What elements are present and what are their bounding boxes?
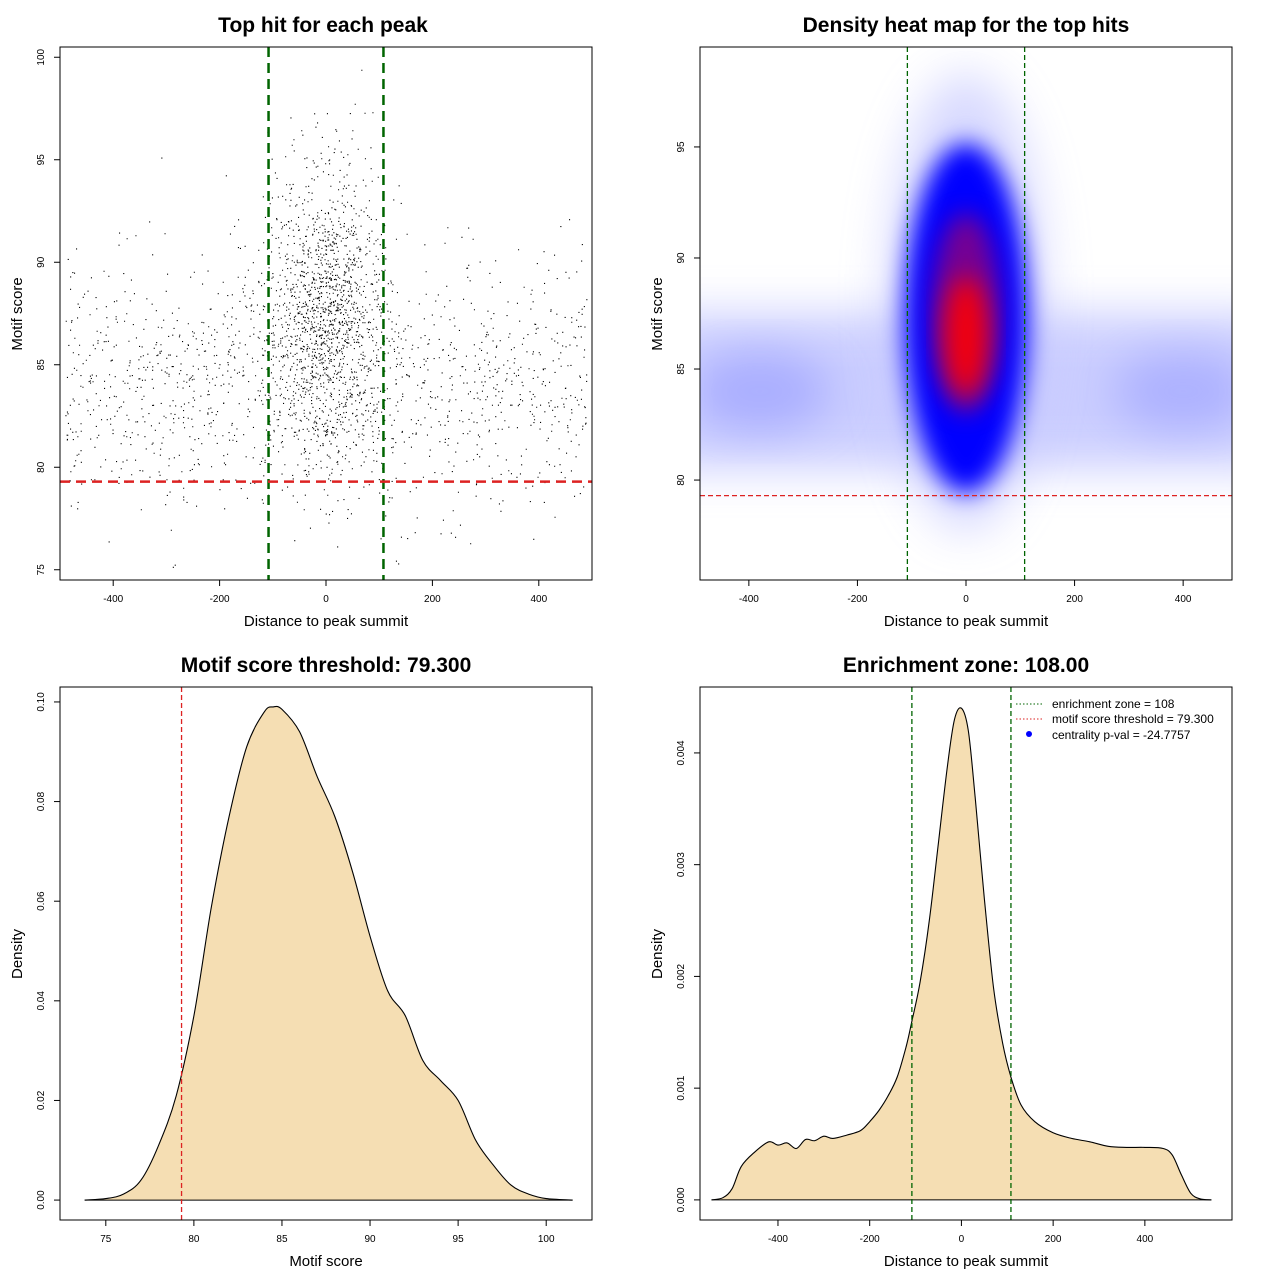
y-tick-label: 85: [36, 359, 47, 371]
y-tick-label: 100: [36, 48, 47, 65]
y-axis-label: Density: [649, 928, 666, 979]
y-tick-label: 0.10: [36, 692, 47, 712]
density-fill: [711, 707, 1212, 1200]
scatter-points: [65, 69, 588, 568]
x-tick-label: 100: [538, 1234, 555, 1245]
y-tick-label: 0.000: [676, 1187, 687, 1212]
reference-lines: [911, 687, 1012, 1220]
y-tick-label: 90: [36, 256, 47, 268]
x-tick-label: -400: [103, 594, 123, 605]
x-tick-label: -200: [860, 1234, 880, 1245]
y-axis-label: Motif score: [649, 277, 666, 350]
motif-score-density-panel: Motif score threshold: 79.300 Motif scor…: [9, 654, 593, 1270]
legend-entry: motif score threshold = 79.300: [1052, 712, 1214, 726]
legend: enrichment zone = 108 motif score thresh…: [1016, 697, 1214, 742]
y-tick-label: 0.02: [36, 1090, 47, 1110]
axis-ticks: -400 -200 0 200 400 75 80 85 90 95 100: [36, 48, 548, 605]
density-curve: [84, 705, 573, 1201]
y-tick-label: 0.002: [676, 963, 687, 988]
y-axis-label: Density: [9, 928, 26, 979]
x-tick-label: 200: [424, 594, 441, 605]
heatmap-blob: [700, 351, 830, 432]
x-tick-label: 0: [959, 1234, 965, 1245]
y-tick-label: 0.04: [36, 991, 47, 1011]
x-tick-label: 0: [323, 594, 329, 605]
plot-frame: [59, 686, 593, 1221]
y-tick-label: 95: [36, 154, 47, 166]
x-tick-label: 90: [364, 1234, 376, 1245]
chart-title: Density heat map for the top hits: [803, 14, 1130, 37]
y-tick-label: 80: [36, 461, 47, 473]
y-tick-label: 80: [676, 474, 687, 486]
plot-frame: [699, 46, 1233, 581]
x-tick-label: -200: [210, 594, 230, 605]
x-tick-label: -400: [739, 594, 759, 605]
y-tick-label: 0.08: [36, 791, 47, 811]
y-tick-label: 75: [36, 564, 47, 576]
density-curve: [711, 707, 1212, 1201]
x-tick-label: 400: [1137, 1234, 1154, 1245]
x-tick-label: 200: [1066, 594, 1083, 605]
heatmap-panel: Density heat map for the top hits Distan…: [649, 14, 1233, 630]
plot-frame: [59, 46, 593, 581]
chart-title: Motif score threshold: 79.300: [181, 654, 472, 677]
scatter-panel: Top hit for each peak Distance to peak s…: [9, 14, 593, 630]
density-line: [711, 707, 1212, 1201]
y-tick-label: 90: [676, 252, 687, 264]
legend-entry: enrichment zone = 108: [1052, 697, 1175, 711]
reference-lines: [700, 47, 1232, 580]
chart-title: Top hit for each peak: [218, 14, 428, 37]
y-axis-label: Motif score: [9, 277, 26, 350]
density-line: [84, 705, 573, 1201]
x-tick-label: -400: [768, 1234, 788, 1245]
y-tick-label: 0.00: [36, 1190, 47, 1210]
x-tick-label: 400: [530, 594, 547, 605]
x-axis-label: Distance to peak summit: [884, 613, 1049, 630]
heatmap-blob: [1113, 351, 1232, 432]
x-tick-label: -200: [847, 594, 867, 605]
x-tick-label: 400: [1175, 594, 1192, 605]
legend-dot: [1026, 731, 1032, 737]
x-tick-label: 0: [963, 594, 969, 605]
heatmap-peak: [944, 275, 988, 396]
density-fill: [84, 706, 573, 1201]
x-axis-label: Distance to peak summit: [884, 1253, 1049, 1270]
x-tick-label: 75: [100, 1234, 112, 1245]
x-tick-label: 85: [276, 1234, 288, 1245]
x-tick-label: 200: [1045, 1234, 1062, 1245]
enrichment-density-panel: Enrichment zone: 108.00 Distance to peak…: [649, 654, 1233, 1270]
chart-title: Enrichment zone: 108.00: [843, 654, 1089, 677]
reference-lines: [60, 47, 592, 580]
y-tick-label: 95: [676, 141, 687, 153]
plot-frame: [699, 686, 1233, 1221]
x-axis-label: Motif score: [289, 1253, 362, 1270]
heatmap-density: [700, 47, 1232, 580]
y-tick-label: 0.06: [36, 891, 47, 911]
y-tick-label: 0.003: [676, 852, 687, 877]
y-tick-label: 0.004: [676, 740, 687, 765]
scatter-point-cloud: [65, 69, 588, 568]
x-tick-label: 95: [453, 1234, 465, 1245]
legend-entry: centrality p-val = -24.7757: [1052, 728, 1191, 742]
x-axis-label: Distance to peak summit: [244, 613, 409, 630]
x-tick-label: 80: [188, 1234, 200, 1245]
y-tick-label: 85: [676, 363, 687, 375]
y-tick-label: 0.001: [676, 1075, 687, 1100]
